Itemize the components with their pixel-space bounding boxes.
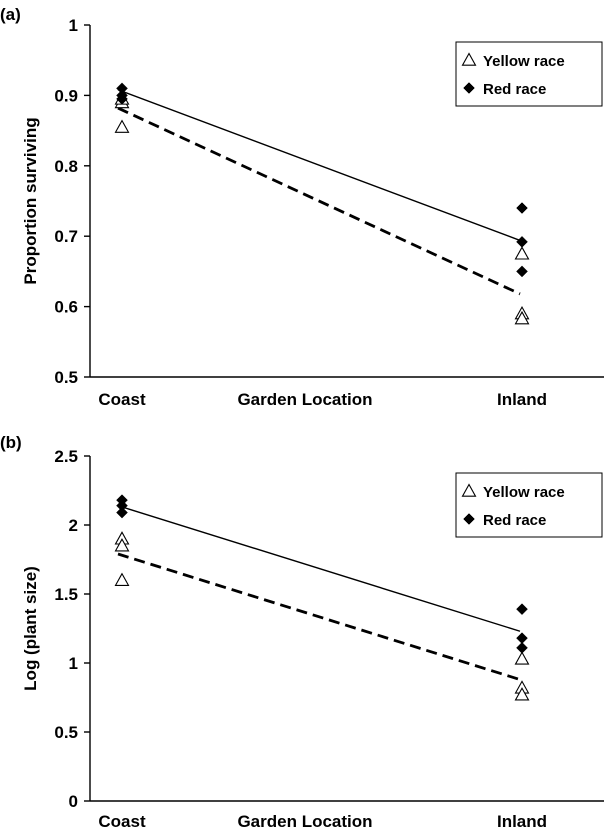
- legend: [455, 41, 603, 107]
- yellow-race-point: [514, 651, 530, 665]
- x-category-label: Inland: [497, 390, 547, 409]
- red-race-point: [516, 265, 528, 278]
- x-category-label: Coast: [98, 390, 146, 409]
- x-axis-title: Garden Location: [237, 812, 372, 831]
- panel-label: (a): [0, 5, 21, 24]
- y-tick-label: 1.5: [54, 585, 78, 604]
- yellow-race-point: [514, 246, 530, 260]
- chart-panel-b: (b) 0 0.5 1 1.5 2 2.5 Coast Inland Garden Locatio…: [0, 433, 604, 831]
- yellow-race-point: [514, 687, 530, 701]
- panel-label: (b): [0, 433, 22, 452]
- red-race-point: [516, 235, 528, 248]
- red-race-point: [116, 506, 128, 519]
- legend-diamond-icon: [463, 82, 475, 94]
- y-tick-label: 0.9: [54, 86, 78, 105]
- x-category-label: Coast: [98, 812, 146, 831]
- chart-panel-a: (a) 0.5 0.6 0.7 0.8 0.9 1 Coast Inland Garden Loc…: [0, 5, 604, 409]
- legend-label: Red race: [483, 81, 546, 98]
- yellow-race-trend-line: [117, 106, 521, 296]
- red-race-trend-line: [117, 89, 521, 242]
- y-tick-label: 0.6: [54, 298, 78, 317]
- y-tick-label: 1: [69, 654, 78, 673]
- red-race-point: [516, 202, 528, 214]
- y-axis-title: Log (plant size): [21, 566, 40, 691]
- red-race-trend-line: [117, 505, 521, 632]
- red-race-point: [516, 603, 528, 616]
- y-tick-label: 0: [69, 792, 78, 811]
- y-tick-label: 1: [69, 16, 78, 35]
- y-axis-title: Proportion surviving: [21, 117, 40, 284]
- y-tick-label: 0.5: [54, 368, 78, 387]
- yellow-race-point: [514, 310, 530, 325]
- legend-label: Yellow race: [483, 53, 565, 70]
- y-tick-label: 2: [69, 516, 78, 535]
- legend-diamond-icon: [463, 513, 475, 525]
- y-tick-label: 2.5: [54, 447, 78, 466]
- red-race-point: [516, 641, 528, 654]
- legend: [455, 472, 603, 538]
- yellow-race-trend-line: [117, 552, 521, 681]
- red-race-point: [116, 93, 128, 105]
- y-tick-label: 0.5: [54, 723, 78, 742]
- x-category-label: Inland: [497, 812, 547, 831]
- legend-label: Red race: [483, 512, 546, 529]
- yellow-race-point: [114, 119, 130, 133]
- yellow-race-point: [114, 572, 130, 586]
- legend-label: Yellow race: [483, 484, 565, 501]
- y-tick-label: 0.8: [54, 157, 78, 176]
- legend-triangle-icon: [461, 52, 477, 66]
- yellow-race-point: [114, 538, 130, 552]
- x-axis-title: Garden Location: [237, 390, 372, 409]
- y-tick-label: 0.7: [54, 227, 78, 246]
- legend-triangle-icon: [461, 483, 477, 497]
